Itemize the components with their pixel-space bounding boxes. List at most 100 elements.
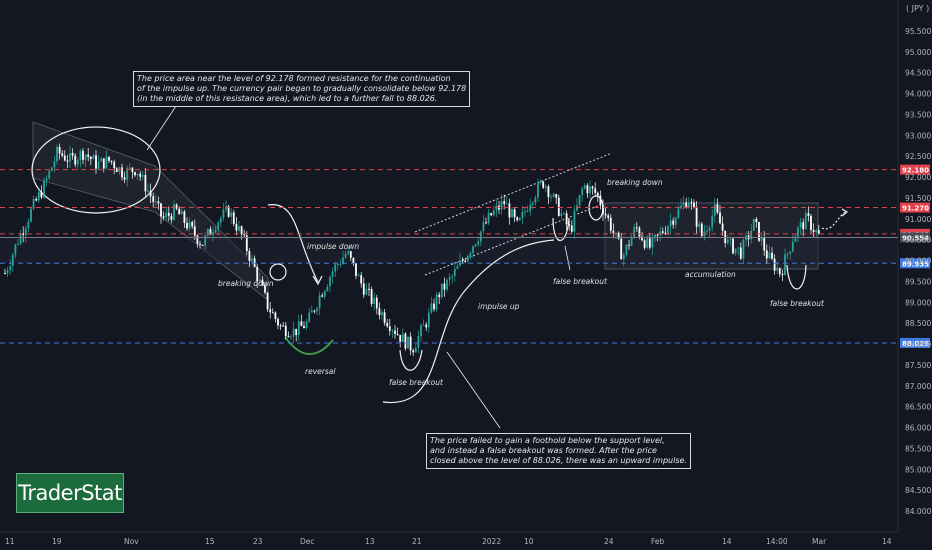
candle-body bbox=[648, 238, 651, 248]
candle-body bbox=[552, 194, 555, 197]
candle-body bbox=[58, 146, 61, 154]
candle-body bbox=[409, 336, 412, 351]
candle-body bbox=[251, 258, 253, 261]
candle-body bbox=[186, 222, 188, 229]
candle-body bbox=[32, 198, 35, 209]
candle-body bbox=[48, 171, 51, 179]
candle-body bbox=[258, 279, 261, 282]
candle-body bbox=[438, 294, 441, 298]
candles bbox=[4, 143, 820, 357]
time-axis[interactable]: 11 19 Nov 15 23 Dec 13 21 2022 10 24 Feb 14 14:00 Mar 1… bbox=[5, 537, 892, 546]
candle-body bbox=[147, 190, 149, 192]
candle-body bbox=[162, 216, 165, 218]
candle-body bbox=[131, 167, 134, 173]
level-tag-label: 89.935 bbox=[902, 260, 929, 268]
candle-body bbox=[53, 161, 56, 168]
candle-body bbox=[485, 222, 487, 224]
candle-body bbox=[674, 217, 677, 225]
candle-body bbox=[375, 297, 378, 309]
candle-body bbox=[308, 312, 311, 322]
candle-body bbox=[388, 326, 391, 331]
candle-body bbox=[141, 174, 144, 177]
candle-body bbox=[724, 230, 727, 244]
x-tick-label: 10 bbox=[524, 537, 534, 546]
label-impulse-up: impulse up bbox=[478, 302, 520, 311]
candle-body bbox=[368, 288, 370, 290]
candle-body bbox=[776, 268, 779, 271]
candle-body bbox=[370, 289, 373, 304]
y-tick-label: 90.000 bbox=[905, 257, 931, 266]
candle-body bbox=[193, 226, 196, 236]
x-tick-label: 14:00 bbox=[766, 537, 788, 546]
y-tick-label: 93.000 bbox=[905, 131, 931, 140]
candle-body bbox=[115, 168, 118, 173]
candle-body bbox=[204, 235, 207, 246]
candle-body bbox=[89, 156, 92, 160]
candle-body bbox=[318, 295, 321, 309]
candle-body bbox=[446, 279, 448, 290]
candle-body bbox=[544, 186, 547, 188]
candle-body bbox=[708, 227, 711, 231]
level-tag-label: 90.554 bbox=[902, 234, 929, 242]
candle-body bbox=[555, 194, 558, 198]
y-tick-label: 93.500 bbox=[905, 110, 931, 119]
candle-body bbox=[157, 201, 160, 204]
candle-body bbox=[139, 173, 142, 177]
candle-body bbox=[669, 220, 672, 227]
candle-body bbox=[396, 333, 399, 335]
y-tick-label: 86.500 bbox=[905, 403, 931, 412]
candle-body bbox=[206, 229, 209, 236]
y-tick-label: 86.000 bbox=[905, 424, 931, 433]
candle-body bbox=[269, 309, 272, 313]
candle-body bbox=[589, 186, 591, 194]
x-tick-label: Feb bbox=[651, 537, 665, 546]
candle-body bbox=[404, 333, 407, 349]
y-tick-label: 87.000 bbox=[905, 382, 931, 391]
candle-body bbox=[274, 312, 277, 319]
candle-body bbox=[76, 160, 79, 165]
candle-body bbox=[456, 265, 459, 270]
candle-body bbox=[316, 308, 318, 312]
candle-body bbox=[737, 247, 740, 249]
candle-body bbox=[789, 251, 792, 254]
y-tick-label: 95.000 bbox=[905, 48, 931, 57]
candle-body bbox=[560, 213, 563, 216]
candle-body bbox=[336, 264, 339, 266]
candle-body bbox=[378, 308, 381, 316]
candle-body bbox=[30, 208, 32, 222]
candle-body bbox=[420, 325, 422, 337]
candle-body bbox=[160, 203, 162, 217]
candle-body bbox=[222, 209, 225, 218]
candle-body bbox=[256, 266, 259, 282]
candle-body bbox=[643, 240, 646, 248]
candle-body bbox=[563, 213, 565, 215]
candle-body bbox=[797, 227, 799, 237]
candle-body bbox=[490, 213, 493, 216]
candle-body bbox=[430, 303, 433, 313]
candle-body bbox=[469, 252, 472, 256]
candle-body bbox=[568, 224, 571, 226]
candle-body bbox=[687, 202, 690, 208]
candle-body bbox=[188, 221, 191, 229]
candle-body bbox=[360, 275, 363, 284]
candle-body bbox=[583, 185, 586, 189]
candle-body bbox=[344, 253, 347, 258]
candle-body bbox=[791, 241, 794, 252]
candle-body bbox=[35, 198, 38, 201]
note-resistance: The price area near the level of 92.178 … bbox=[133, 71, 471, 107]
candle-body bbox=[661, 231, 664, 233]
currency-label: ( JPY ) bbox=[906, 4, 930, 13]
price-axis[interactable]: 95.500 95.000 94.500 94.000 93.500 93.000 92.5… bbox=[905, 27, 931, 516]
candle-body bbox=[217, 222, 220, 230]
candle-body bbox=[219, 217, 222, 223]
candle-body bbox=[633, 227, 636, 238]
level-tag bbox=[900, 232, 930, 243]
candle-body bbox=[472, 246, 474, 253]
candle-body bbox=[56, 146, 58, 162]
label-breaking-down-1: breaking down bbox=[218, 279, 274, 288]
candle-body bbox=[526, 210, 529, 212]
y-tick-label: 90.500 bbox=[905, 236, 931, 245]
candle-body bbox=[732, 238, 734, 254]
x-tick-label: 24 bbox=[604, 537, 614, 546]
y-tick-label: 92.500 bbox=[905, 152, 931, 161]
